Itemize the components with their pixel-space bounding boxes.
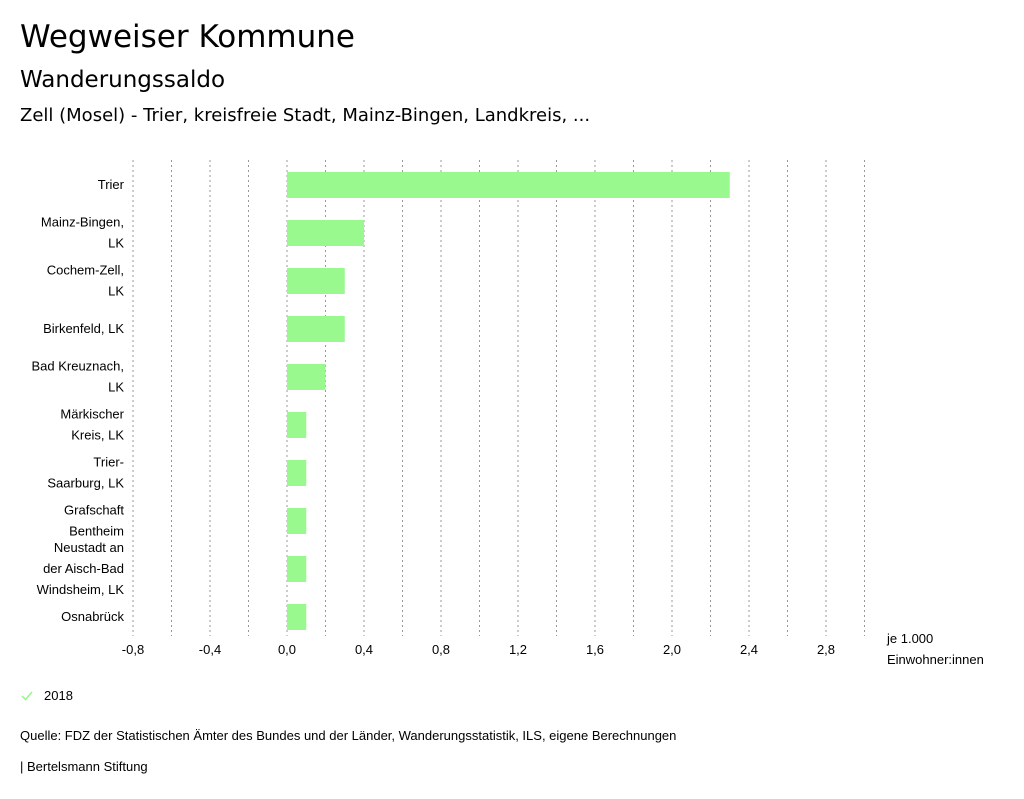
bar-chart: Trier Mainz-Bingen, LK Cochem-Zell, LK Birken… (31, 160, 984, 667)
bar[interactable] (287, 460, 307, 486)
category-label: Cochem-Zell, (47, 263, 124, 278)
category-label: der Aisch-Bad (43, 561, 124, 576)
category-label: Windsheim, LK (37, 582, 125, 597)
x-tick-label: 0,0 (278, 642, 296, 657)
bar[interactable] (287, 220, 364, 246)
page-title: Wegweiser Kommune (20, 19, 355, 55)
source-note: Quelle: FDZ der Statistischen Ämter des … (20, 728, 677, 743)
bar[interactable] (287, 556, 307, 582)
x-tick-label: 1,6 (586, 642, 604, 657)
checkmark-icon[interactable] (20, 689, 34, 703)
gridlines (132, 160, 865, 636)
legend[interactable]: 2018 (20, 688, 73, 703)
x-tick-label: -0,4 (199, 642, 221, 657)
bar[interactable] (287, 268, 345, 294)
category-label: LK (108, 236, 124, 251)
bar[interactable] (287, 508, 307, 534)
x-tick-label: 1,2 (509, 642, 527, 657)
category-label: Osnabrück (61, 609, 124, 624)
category-label: Mainz-Bingen, (41, 215, 124, 230)
x-tick-label: 2,8 (817, 642, 835, 657)
unit-label-line: je 1.000 (886, 631, 933, 646)
x-tick-label: 2,0 (663, 642, 681, 657)
category-label: Trier- (93, 455, 124, 470)
category-label: Kreis, LK (71, 428, 124, 443)
bars (287, 172, 730, 630)
page-subtitle: Wanderungssaldo (20, 67, 226, 93)
category-label: Märkischer (60, 407, 124, 422)
legend-label: 2018 (44, 688, 73, 703)
category-labels: Trier Mainz-Bingen, LK Cochem-Zell, LK Birken… (31, 177, 124, 624)
x-axis-unit-label: je 1.000 Einwohner:innen (886, 631, 984, 667)
bar[interactable] (287, 604, 307, 630)
category-label: Neustadt an (54, 540, 124, 555)
x-tick-label: -0,8 (122, 642, 144, 657)
unit-label-line: Einwohner:innen (887, 652, 984, 667)
category-label: Saarburg, LK (47, 476, 124, 491)
comparison-title: Zell (Mosel) - Trier, kreisfreie Stadt, … (20, 105, 591, 126)
bar[interactable] (287, 316, 345, 342)
category-label: Bad Kreuznach, (31, 359, 124, 374)
category-label: Trier (98, 177, 125, 192)
bar[interactable] (287, 172, 730, 198)
publisher-credit: | Bertelsmann Stiftung (20, 759, 148, 774)
x-axis-ticks: -0,8 -0,4 0,0 0,4 0,8 1,2 1,6 2,0 2,4 2,8 (122, 642, 835, 657)
category-label: LK (108, 284, 124, 299)
category-label: Grafschaft (64, 503, 124, 518)
category-label: LK (108, 380, 124, 395)
bar[interactable] (287, 412, 307, 438)
bar[interactable] (287, 364, 326, 390)
x-tick-label: 0,8 (432, 642, 450, 657)
category-label: Birkenfeld, LK (43, 321, 124, 336)
x-tick-label: 2,4 (740, 642, 758, 657)
x-tick-label: 0,4 (355, 642, 373, 657)
category-label: Bentheim (69, 524, 124, 539)
